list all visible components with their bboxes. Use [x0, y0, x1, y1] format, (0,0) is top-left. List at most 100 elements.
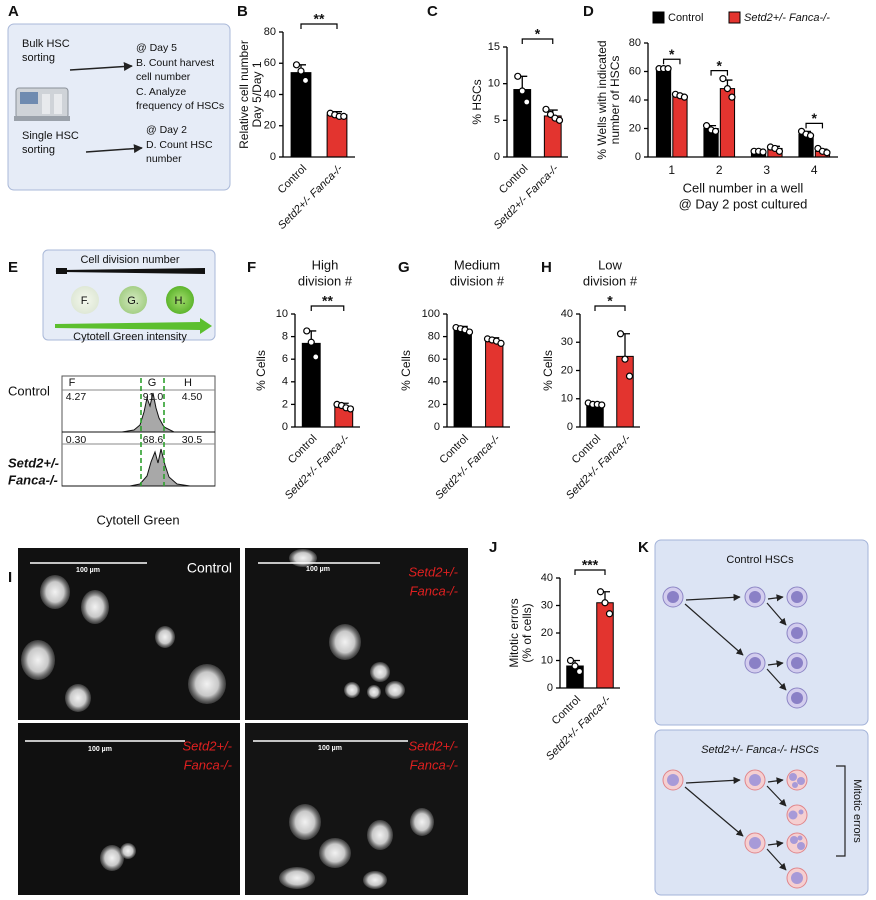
significance-label: * — [535, 26, 541, 42]
panel-box — [7, 23, 231, 191]
data-point — [625, 372, 634, 380]
y-axis-label: % Cells — [254, 350, 268, 391]
data-point — [465, 328, 474, 336]
y-tick-label: 20 — [264, 120, 276, 132]
nuclei — [21, 549, 434, 889]
arrow — [55, 318, 212, 334]
circle-label: H. — [175, 295, 186, 307]
data-point — [340, 112, 348, 120]
panel-label: B — [237, 3, 248, 20]
y-axis-label: % Wells with indicated — [595, 40, 609, 159]
step-text: number — [146, 153, 182, 165]
y-axis-label: % Cells — [541, 350, 555, 391]
y-tick-label: 10 — [561, 393, 573, 405]
y-tick-label: 100 — [422, 308, 440, 320]
y-tick-label: 4 — [282, 376, 288, 388]
y-tick-label: 8 — [282, 331, 288, 343]
significance-label: * — [812, 110, 818, 126]
panel-k: K Control HSCs Setd2+/- Fanca-/- HSCs — [638, 539, 869, 896]
arrow — [69, 62, 133, 72]
y-tick-label: 60 — [629, 65, 641, 77]
step-text: @ Day 2 — [146, 124, 187, 136]
data-point — [723, 84, 732, 93]
arrow — [55, 268, 205, 274]
x-axis-label: Cell number in a well — [683, 180, 804, 195]
image-label: Setd2+/- — [408, 738, 458, 753]
gate-percent: 91.0 — [143, 391, 164, 403]
chart-title: Medium — [454, 257, 500, 272]
y-tick-label: 0 — [434, 421, 440, 433]
y-tick-label: 0 — [270, 151, 276, 163]
y-tick-label: 60 — [264, 57, 276, 69]
data-point — [546, 110, 555, 119]
data-point — [759, 148, 767, 156]
scale-bar-label: 100 µm — [306, 566, 330, 573]
image-label: Fanca-/- — [410, 757, 459, 772]
y-tick-label: 20 — [629, 122, 641, 134]
legend-label: Setd2+/- Fanca-/- — [744, 12, 830, 24]
x-tick-label: Control — [276, 163, 310, 197]
step-text: @ Day 5 — [136, 42, 177, 54]
step-text: D. Count HSC — [146, 139, 213, 151]
panel-box — [654, 729, 869, 896]
x-tick-label: 1 — [668, 163, 675, 177]
panel-label: G — [398, 259, 410, 276]
data-point — [823, 149, 831, 157]
chart-title: High — [312, 257, 339, 272]
panel-label: J — [489, 539, 497, 556]
y-tick-label: 80 — [264, 26, 276, 38]
x-tick-label: 2 — [716, 163, 723, 177]
circle-label: F. — [81, 295, 90, 307]
significance-label: * — [607, 293, 613, 309]
gate-percent: 68.6 — [143, 434, 164, 446]
y-tick-label: 10 — [276, 308, 288, 320]
histogram — [62, 392, 215, 433]
data-point — [616, 330, 625, 338]
data-point — [566, 656, 575, 665]
gate-percent: 4.50 — [182, 391, 203, 403]
significance-label: *** — [582, 557, 599, 573]
gate-label: H — [184, 377, 192, 389]
gate-label: F — [69, 377, 76, 389]
significance-bracket — [805, 122, 824, 129]
data-point — [680, 93, 689, 101]
y-axis-label: Mitotic errors — [507, 598, 521, 667]
step-text: B. Count harvest — [136, 57, 214, 69]
gate-percent: 4.27 — [66, 391, 87, 403]
data-point — [307, 338, 315, 346]
panel-label: K — [638, 539, 649, 556]
step-text: frequency of HSCs — [136, 100, 224, 112]
significance-label: ** — [314, 11, 325, 27]
micrograph — [245, 723, 468, 895]
significance-bracket — [310, 305, 345, 311]
significance-bracket — [574, 569, 606, 575]
data-point — [312, 353, 320, 361]
data-point — [719, 75, 727, 83]
chart-title: division # — [298, 273, 353, 288]
micrograph — [18, 723, 240, 895]
data-point — [301, 76, 310, 85]
chart-title: division # — [583, 273, 638, 288]
y-axis-label: number of HSCs — [608, 56, 622, 145]
cell-circle — [119, 286, 147, 314]
control-nuclei — [667, 591, 803, 704]
step-text: sorting — [22, 144, 55, 156]
panel-label: A — [8, 3, 19, 20]
data-point — [605, 610, 614, 618]
bar — [290, 72, 312, 158]
cell-circle — [71, 286, 99, 314]
legend-swatch — [652, 11, 665, 24]
data-point — [711, 127, 720, 135]
gate-percent: 0.30 — [66, 434, 87, 446]
significance-bracket — [710, 70, 729, 76]
scale-bar-label: 100 µm — [88, 746, 112, 753]
data-point — [542, 105, 550, 113]
image-label: Setd2+/- — [182, 738, 232, 753]
significance-label: ** — [322, 293, 333, 309]
significance-bracket — [300, 23, 338, 29]
x-tick-label: 4 — [811, 163, 818, 177]
chart-title: division # — [450, 273, 505, 288]
significance-label: * — [669, 46, 675, 62]
panel-i: I 100 µm 100 µm 100 µm 100 µm Control Se… — [8, 548, 468, 895]
data-point — [596, 588, 605, 596]
